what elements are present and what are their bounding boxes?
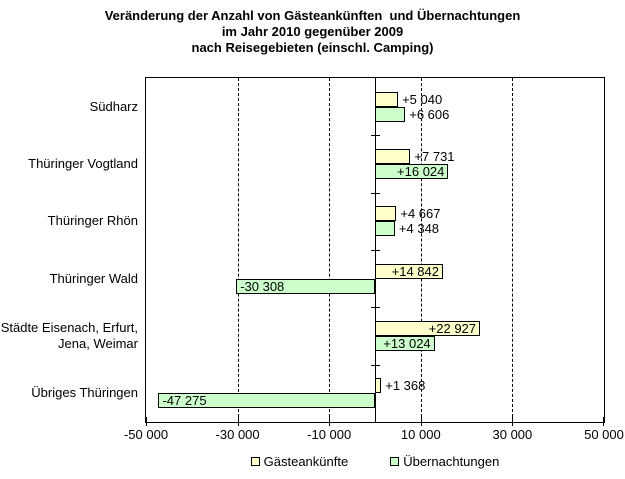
bar-value-label: -30 308 [240,278,285,294]
legend-entry: Übernachtungen [390,454,499,469]
bar-value-label: +4 348 [398,221,440,237]
category-label: Übriges Thüringen [0,385,138,401]
legend-marker-icon [390,456,400,466]
plot-area: +5 040 +7 731 +4 667 +14 842 +22 927 +1 368 +6… [145,77,605,426]
value-axis-tick [329,417,331,426]
bar-value-label: +5 040 [402,91,443,107]
bar-uebernachtungen [375,336,435,351]
value-axis-tick-label: -50 000 [123,427,169,442]
bar-gaesteankuenfte [375,378,382,394]
gridline [420,78,422,422]
chart-title: Veränderung der Anzahl von Gästeankünfte… [0,8,625,56]
value-axis-tick-label: 50 000 [584,427,624,442]
bar-gaesteankuenfte [375,263,443,279]
bar-value-label: +7 731 [414,149,455,164]
category-label-line: Thüringer Wald [49,270,138,286]
category-label: Thüringer Wald [0,271,138,287]
chart-title-line: im Jahr 2010 gegenüber 2009 [221,24,404,39]
bar-gaesteankuenfte [375,206,397,222]
gridline [512,78,514,422]
bar-value-label: +14 842 [391,263,439,279]
category-tick [371,250,380,251]
value-axis-tick-label: -30 000 [215,427,260,442]
chart-title-line: nach Reisegebieten (einschl. Camping) [191,40,434,55]
category-label-line: Jena, Weimar [58,336,138,351]
category-tick [371,365,380,366]
value-axis-tick-label: 10 000 [400,427,441,442]
legend-label: Übernachtungen [403,453,500,469]
category-label: Thüringer Rhön [0,213,138,229]
bar-gaesteankuenfte [375,149,411,164]
bar-value-label: +16 024 [397,164,445,179]
value-axis-labels: -50 000 -30 000 -10 000 10 000 30 000 50 000 [0,428,625,444]
category-tick [371,307,380,308]
bar-uebernachtungen [375,164,449,179]
chart-title-line: Veränderung der Anzahl von Gästeankünfte… [104,8,521,23]
category-tick [371,193,380,194]
category-tick [371,135,380,136]
category-label: Südharz [0,99,138,115]
category-label-line: Südharz [89,98,138,114]
value-axis-tick-label: -10 000 [307,427,352,442]
bar-uebernachtungen [375,221,395,237]
value-axis-tick [146,417,147,426]
legend: Gästeankünfte Übernachtungen [145,453,605,469]
bar-value-label: +13 024 [383,336,431,351]
category-label-line: Städte Eisenach, Erfurt, [0,320,138,335]
category-label-line: Thüringer Rhön [47,213,138,229]
value-axis-tick [603,417,604,426]
category-label-line: Übriges Thüringen [31,385,138,401]
legend-entry: Gästeankünfte [250,453,349,469]
value-axis-tick [512,417,514,426]
legend-label: Gästeankünfte [263,453,349,469]
legend-marker-icon [250,456,260,466]
bar-uebernachtungen [375,106,406,122]
bar-uebernachtungen [158,393,375,409]
bar-value-label: -47 275 [162,393,207,409]
value-axis-tick [420,417,422,426]
bar-gaesteankuenfte [375,91,399,107]
gridline [237,78,239,422]
bar-value-label: +4 667 [400,206,441,222]
bar-value-label: +6 606 [409,106,450,122]
bar-value-label: +1 368 [385,378,426,394]
value-axis-tick-label: 30 000 [492,427,533,442]
category-label: Städte Eisenach, Erfurt, Jena, Weimar [0,320,138,352]
category-label-line: Thüringer Vogtland [28,156,138,171]
category-label: Thüringer Vogtland [0,156,138,172]
bar-uebernachtungen [236,278,375,294]
gridline [329,78,331,422]
bar-value-label: +22 927 [428,321,477,336]
value-axis-tick [237,417,239,426]
bar-gaesteankuenfte [375,321,480,336]
